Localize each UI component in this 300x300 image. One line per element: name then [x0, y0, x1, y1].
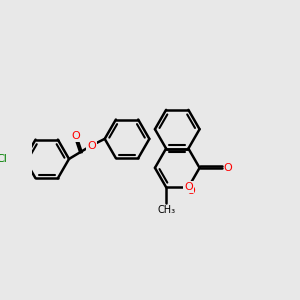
Text: O: O [224, 163, 233, 173]
Text: O: O [186, 185, 195, 196]
Text: O: O [71, 130, 80, 140]
Text: O: O [87, 141, 96, 151]
Text: O: O [184, 182, 193, 192]
Text: Cl: Cl [0, 154, 8, 164]
Text: CH₃: CH₃ [157, 205, 175, 215]
